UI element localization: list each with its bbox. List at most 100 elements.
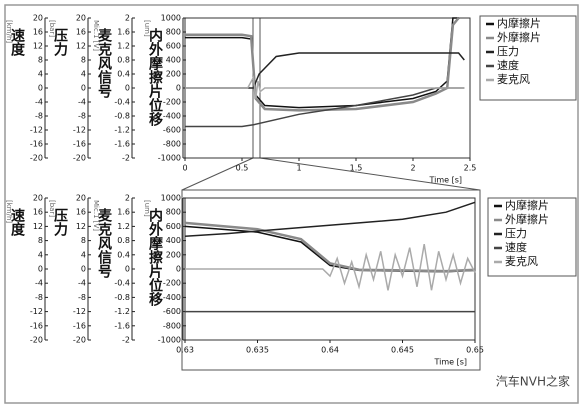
y-tick-label: -20 bbox=[73, 336, 86, 345]
x-tick-label: 1.5 bbox=[350, 164, 363, 173]
y-tick-label: 16 bbox=[33, 28, 43, 37]
x-axis-label: Time [s] bbox=[433, 358, 467, 367]
y-tick-label: -8 bbox=[35, 112, 43, 121]
y-tick-label: -20 bbox=[30, 336, 43, 345]
y-tick-label: 20 bbox=[76, 14, 86, 23]
y-tick-label: -4 bbox=[78, 98, 86, 107]
y-tick-label: 20 bbox=[33, 14, 43, 23]
y-tick-label: 1000 bbox=[161, 194, 181, 203]
y-tick-label: 1.6 bbox=[117, 28, 130, 37]
axis-unit: [bar] bbox=[48, 200, 56, 217]
y-tick-label: 800 bbox=[166, 28, 181, 37]
y-tick-label: 0 bbox=[125, 265, 130, 274]
y-tick-label: 16 bbox=[33, 208, 43, 217]
y-tick-label: 0 bbox=[125, 84, 130, 93]
y-tick-label: -2 bbox=[122, 154, 130, 163]
series-line bbox=[185, 75, 465, 99]
y-tick-label: -20 bbox=[73, 154, 86, 163]
y-tick-label: 8 bbox=[81, 56, 86, 65]
y-tick-label: -800 bbox=[163, 140, 181, 149]
x-tick-label: 0.64 bbox=[321, 346, 339, 355]
legend-label: 速度 bbox=[505, 240, 527, 254]
y-tick-label: -4 bbox=[35, 98, 43, 107]
y-tick-label: 0.8 bbox=[117, 56, 130, 65]
y-tick-label: 1.6 bbox=[117, 208, 130, 217]
y-tick-label: 0 bbox=[176, 265, 181, 274]
y-tick-label: -1.6 bbox=[114, 321, 130, 330]
x-tick-label: 2.5 bbox=[464, 164, 477, 173]
legend-box bbox=[487, 197, 577, 277]
legend-label: 麦克风 bbox=[497, 73, 530, 86]
y-tick-label: 2 bbox=[125, 14, 130, 23]
x-tick-label: 0.635 bbox=[246, 346, 269, 355]
y-tick-label: 8 bbox=[81, 236, 86, 245]
y-tick-label: 600 bbox=[166, 42, 181, 51]
y-tick-label: -0.8 bbox=[114, 293, 130, 302]
y-tick-label: 0 bbox=[81, 265, 86, 274]
legend-label: 外摩擦片 bbox=[505, 212, 549, 226]
legend-label: 速度 bbox=[497, 58, 519, 72]
series-line bbox=[185, 52, 465, 89]
axis-label: 内外摩擦片位移 bbox=[147, 27, 163, 127]
y-tick-label: 12 bbox=[76, 42, 86, 51]
y-tick-label: -1.2 bbox=[114, 307, 130, 316]
x-tick-label: 0.645 bbox=[391, 346, 414, 355]
legend-box bbox=[479, 15, 577, 101]
y-tick-label: 1.2 bbox=[117, 222, 130, 231]
legend-label: 内摩擦片 bbox=[497, 16, 541, 30]
y-tick-label: 800 bbox=[166, 208, 181, 217]
y-tick-label: -2 bbox=[122, 336, 130, 345]
y-tick-label: 1.2 bbox=[117, 42, 130, 51]
y-tick-label: 20 bbox=[76, 194, 86, 203]
y-tick-label: 400 bbox=[166, 56, 181, 65]
frame bbox=[4, 4, 579, 404]
axis-label: 压力 bbox=[52, 28, 68, 57]
y-tick-label: -600 bbox=[163, 307, 181, 316]
y-tick-label: 0 bbox=[38, 265, 43, 274]
axis-label: 速度 bbox=[9, 27, 25, 57]
axis-unit: [um] bbox=[143, 20, 151, 37]
y-tick-label: -12 bbox=[73, 307, 86, 316]
y-tick-label: 16 bbox=[76, 208, 86, 217]
y-tick-label: 200 bbox=[166, 70, 181, 79]
y-tick-label: -1000 bbox=[158, 154, 181, 163]
y-tick-label: -1.6 bbox=[114, 140, 130, 149]
y-tick-label: 12 bbox=[33, 222, 43, 231]
y-tick-label: -0.8 bbox=[114, 112, 130, 121]
y-tick-label: -16 bbox=[30, 140, 43, 149]
y-tick-label: -1000 bbox=[158, 336, 181, 345]
zoom-line bbox=[181, 157, 254, 191]
legend-label: 内摩擦片 bbox=[505, 198, 549, 212]
x-tick-label: 0.63 bbox=[176, 346, 194, 355]
axis-label: 麦克风信号 bbox=[96, 207, 112, 279]
axis-unit: [km/h] bbox=[5, 20, 13, 43]
y-tick-label: -200 bbox=[163, 279, 181, 288]
y-tick-label: -12 bbox=[73, 126, 86, 135]
series-line bbox=[185, 87, 465, 128]
y-tick-label: -4 bbox=[35, 279, 43, 288]
y-tick-label: -400 bbox=[163, 112, 181, 121]
y-tick-label: 20 bbox=[33, 194, 43, 203]
y-tick-label: -12 bbox=[30, 126, 43, 135]
y-tick-label: 8 bbox=[38, 236, 43, 245]
y-tick-label: 2 bbox=[125, 194, 130, 203]
axis-unit: [um] bbox=[143, 200, 151, 217]
x-axis-label: Time [s] bbox=[428, 176, 462, 185]
x-tick-label: 1 bbox=[296, 164, 301, 173]
y-tick-label: 8 bbox=[38, 56, 43, 65]
legend-label: 压力 bbox=[497, 45, 519, 58]
y-tick-label: -8 bbox=[78, 293, 86, 302]
y-tick-label: 12 bbox=[33, 42, 43, 51]
zoom-line bbox=[259, 157, 481, 191]
y-tick-label: 0.4 bbox=[117, 70, 130, 79]
y-tick-label: 4 bbox=[81, 250, 86, 259]
y-tick-label: -16 bbox=[30, 321, 43, 330]
zoom-box bbox=[181, 189, 481, 371]
y-tick-label: 1000 bbox=[161, 14, 181, 23]
y-tick-label: -200 bbox=[163, 98, 181, 107]
axis-label: 麦克风信号 bbox=[96, 27, 112, 99]
axis-label: 压力 bbox=[52, 208, 68, 237]
y-tick-label: 12 bbox=[76, 222, 86, 231]
x-tick-label: 0.65 bbox=[466, 346, 484, 355]
